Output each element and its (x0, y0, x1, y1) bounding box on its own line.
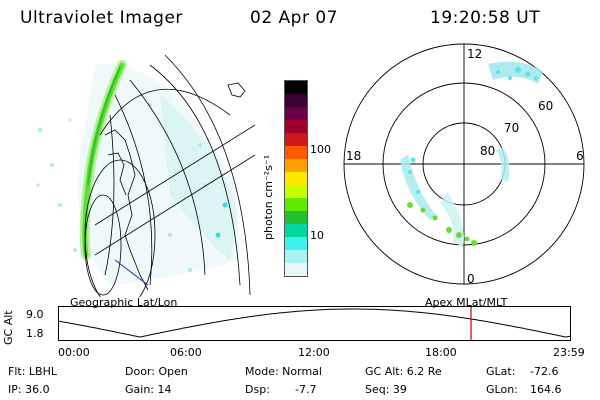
status-dsp-label: Dsp: (245, 383, 270, 396)
app-title: Ultraviolet Imager (20, 8, 183, 28)
status-filter: Flt: LBHL (8, 365, 57, 378)
colorbar-segment (285, 133, 307, 146)
geographic-map (36, 54, 256, 297)
status-seq: Seq: 39 (365, 383, 407, 396)
colorbar-label: photon cm⁻²s⁻¹ (262, 154, 275, 240)
colorbar (284, 80, 308, 277)
status-glat-label: GLat: (486, 365, 516, 378)
polar-lat-60: 60 (538, 99, 553, 113)
colorbar-segment (285, 224, 307, 237)
altitude-xtick-0: 00:00 (58, 346, 90, 359)
altitude-xtick-2: 12:00 (298, 346, 330, 359)
polar-mlt-6: 6 (576, 149, 584, 163)
status-door: Door: Open (125, 365, 188, 378)
status-gain: Gain: 14 (125, 383, 172, 396)
status-mode: Mode: Normal (245, 365, 322, 378)
polar-plot: 60 70 80 12 18 6 0 (343, 43, 585, 286)
colorbar-segment (285, 146, 307, 159)
polar-panel-label: Apex MLat/MLT (425, 296, 508, 309)
colorbar-segment (285, 185, 307, 198)
altitude-ytick-max: 9.0 (26, 308, 44, 321)
status-ip: IP: 36.0 (8, 383, 50, 396)
colorbar-segment (285, 172, 307, 185)
status-dsp-value: -7.7 (295, 383, 317, 396)
colorbar-segment (285, 263, 307, 276)
altitude-xtick-3: 18:00 (425, 346, 457, 359)
colorbar-segment (285, 159, 307, 172)
colorbar-segment (285, 107, 307, 120)
header-time: 19:20:58 UT (430, 8, 541, 28)
altitude-plot (58, 306, 571, 341)
polar-mlt-0: 0 (467, 272, 475, 286)
header-date: 02 Apr 07 (250, 8, 338, 28)
altitude-xtick-1: 06:00 (170, 346, 202, 359)
polar-mlt-18: 18 (346, 149, 361, 163)
status-glat-value: -72.6 (530, 365, 559, 378)
geo-panel-label: Geographic Lat/Lon (70, 296, 178, 309)
colorbar-segment (285, 237, 307, 250)
colorbar-segment (285, 120, 307, 133)
colorbar-segment (285, 211, 307, 224)
colorbar-segment (285, 250, 307, 263)
altitude-ylabel: GC Alt (2, 310, 15, 345)
status-glon-value: 164.6 (530, 383, 562, 396)
polar-mlt-12: 12 (467, 47, 482, 61)
colorbar-tick-100: 100 (310, 143, 331, 156)
status-gc-alt: GC Alt: 6.2 Re (365, 365, 442, 378)
colorbar-segment (285, 198, 307, 211)
altitude-xtick-4: 23:59 (553, 346, 585, 359)
colorbar-segment (285, 81, 307, 94)
polar-lat-80: 80 (480, 144, 495, 158)
polar-lat-70: 70 (504, 121, 519, 135)
colorbar-tick-10: 10 (310, 229, 324, 242)
status-glon-label: GLon: (486, 383, 518, 396)
altitude-ytick-min: 1.8 (26, 327, 44, 340)
colorbar-segment (285, 94, 307, 107)
